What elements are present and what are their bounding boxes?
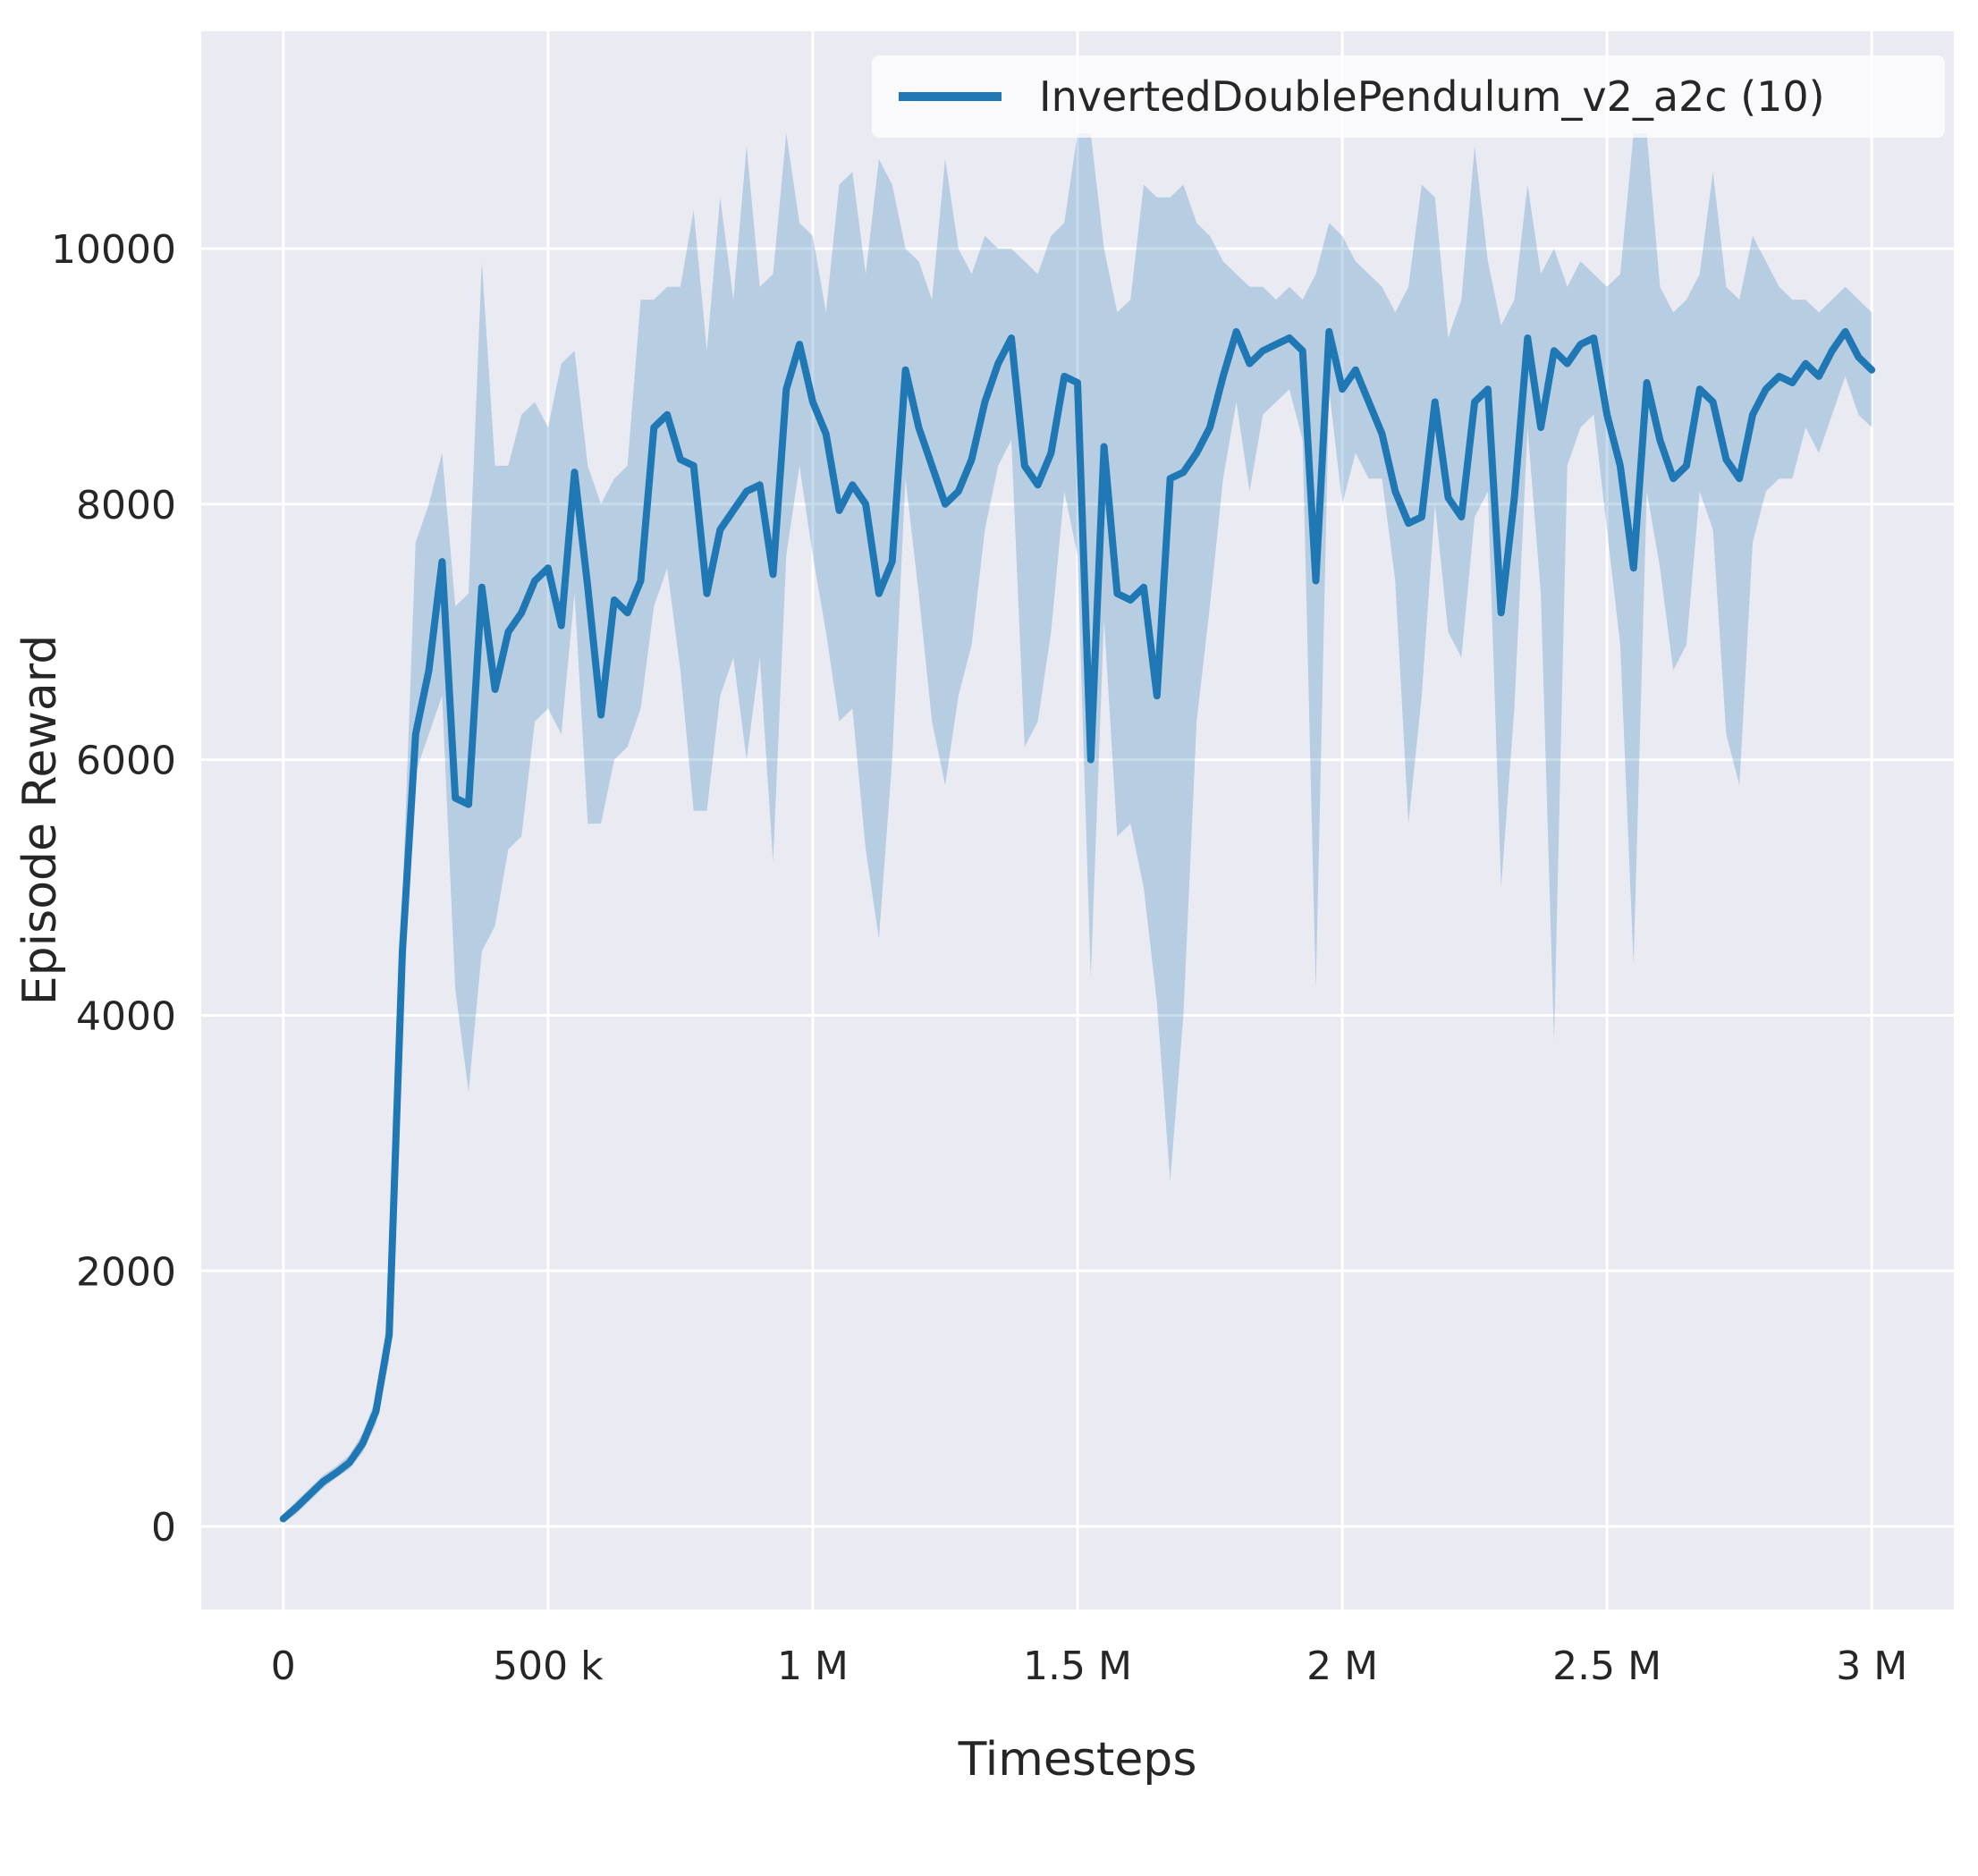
- y-tick-label: 4000: [76, 993, 176, 1039]
- mean-reward-line: [279, 327, 1876, 1523]
- y-tick-label: 6000: [76, 739, 176, 784]
- x-tick-label: 0: [271, 1644, 296, 1689]
- x-tick-labels: 0 500 k 1 M 1.5 M 2 M 2.5 M 3 M: [271, 1644, 1907, 1689]
- x-tick-label: 1 M: [777, 1644, 849, 1689]
- y-tick-labels: 0 2000 4000 6000 8000 10000: [51, 227, 176, 1551]
- confidence-band-area: [283, 133, 1872, 1523]
- y-tick-label: 2000: [76, 1249, 176, 1295]
- x-tick-label: 2 M: [1306, 1644, 1378, 1689]
- x-tick-label: 2.5 M: [1552, 1644, 1661, 1689]
- legend: InvertedDoublePendulum_v2_a2c (10): [872, 55, 1945, 138]
- gridlines: [201, 31, 1954, 1610]
- y-tick-label: 10000: [51, 227, 176, 273]
- x-tick-label: 1.5 M: [1023, 1644, 1132, 1689]
- x-tick-label: 3 M: [1836, 1644, 1907, 1689]
- y-axis-label: Episode Reward: [13, 635, 67, 1005]
- x-axis-label: Timesteps: [958, 1733, 1197, 1787]
- confidence-band: [283, 133, 1872, 1523]
- x-tick-label: 500 k: [493, 1644, 604, 1689]
- y-tick-label: 0: [151, 1505, 176, 1551]
- legend-box: [872, 55, 1945, 138]
- y-tick-label: 8000: [76, 483, 176, 528]
- legend-label: InvertedDoublePendulum_v2_a2c (10): [1039, 72, 1825, 121]
- mean-line: [279, 327, 1876, 1523]
